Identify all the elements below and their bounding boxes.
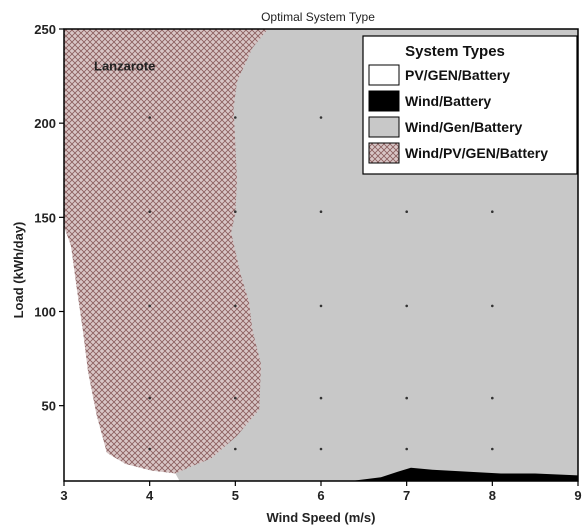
- region-wind-battery: [351, 467, 578, 481]
- grid-dot: [491, 396, 494, 400]
- grid-dot: [148, 304, 151, 308]
- legend-title: System Types: [405, 43, 505, 60]
- x-tick-label: 8: [489, 488, 496, 503]
- legend-swatch-wind-pv-gen-battery: [368, 142, 400, 164]
- annotation-lanzarote: Lanzarote: [94, 58, 155, 73]
- grid-dot: [148, 396, 151, 400]
- grid-dot: [234, 210, 237, 213]
- grid-dot: [319, 304, 323, 308]
- grid-dot: [491, 447, 494, 451]
- legend-label-pv-gen-battery: PV/GEN/Battery: [405, 67, 510, 83]
- legend-swatch-wind-battery: [368, 90, 400, 112]
- grid-dot: [491, 210, 494, 213]
- legend-label-wind-battery: Wind/Battery: [405, 93, 491, 109]
- grid-dot: [405, 396, 409, 400]
- x-tick-label: 3: [60, 488, 67, 503]
- legend-swatch-wind-gen-battery: [368, 116, 400, 138]
- x-axis: 3 4 5 6 7 8 9: [60, 481, 582, 503]
- legend-label-wind-pv-gen-battery: Wind/PV/GEN/Battery: [405, 145, 548, 161]
- grid-dot: [148, 116, 151, 119]
- legend-swatch-pv-gen-battery: [368, 64, 400, 86]
- y-axis: 50 100 150 200 250: [34, 22, 64, 414]
- y-tick-label: 50: [42, 399, 56, 414]
- x-tick-label: 4: [146, 488, 154, 503]
- region-wind-pv-gen-battery: [64, 29, 268, 474]
- grid-dot: [491, 304, 494, 308]
- x-axis-title: Wind Speed (m/s): [267, 510, 376, 525]
- x-tick-label: 7: [403, 488, 410, 503]
- grid-dot: [319, 116, 323, 119]
- grid-dot: [148, 210, 151, 213]
- grid-dot: [234, 116, 237, 119]
- legend-label-wind-gen-battery: Wind/Gen/Battery: [405, 119, 523, 135]
- x-tick-label: 5: [232, 488, 239, 503]
- grid-dot: [148, 447, 151, 451]
- chart-title: Optimal System Type: [261, 10, 375, 24]
- y-tick-label: 150: [34, 210, 56, 225]
- grid-dot: [405, 304, 409, 308]
- grid-dot: [405, 210, 409, 213]
- grid-dot: [319, 210, 323, 213]
- grid-dot: [234, 447, 237, 451]
- grid-dot: [319, 447, 323, 451]
- grid-dot: [405, 447, 409, 451]
- legend: System Types PV/GEN/Battery Wind/Battery W…: [362, 35, 578, 175]
- grid-dot: [319, 396, 323, 400]
- x-tick-label: 9: [574, 488, 581, 503]
- regions-layer: [64, 29, 578, 481]
- x-tick-label: 6: [317, 488, 324, 503]
- legend-entries: PV/GEN/Battery Wind/Battery Wind/Gen/Batte…: [368, 64, 548, 164]
- region-pv-gen-battery: [64, 226, 180, 481]
- y-tick-label: 250: [34, 22, 56, 37]
- y-tick-label: 100: [34, 305, 56, 320]
- grid-dot: [234, 304, 237, 308]
- y-axis-title: Load (kWh/day): [11, 222, 26, 319]
- y-tick-label: 200: [34, 116, 56, 131]
- grid-dot: [234, 396, 237, 400]
